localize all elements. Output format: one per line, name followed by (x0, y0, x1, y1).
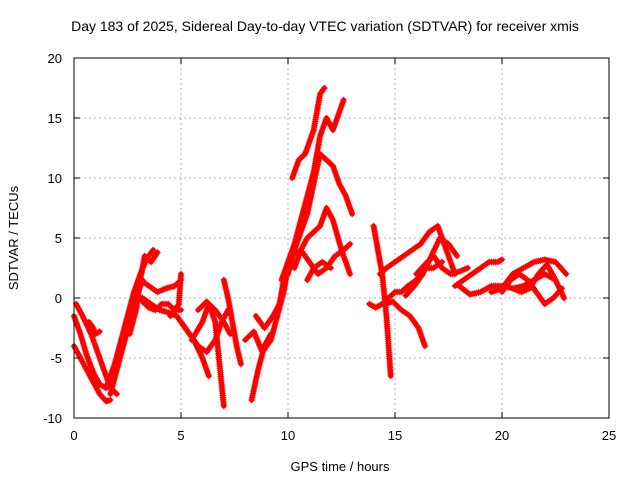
series-markers (381, 298, 429, 350)
series-arc-27 (381, 298, 429, 350)
series-markers (188, 300, 227, 410)
y-tick-label: 5 (55, 231, 62, 246)
data-series (70, 84, 570, 410)
y-tick-label: 10 (48, 171, 62, 186)
x-axis-label: GPS time / hours (291, 459, 390, 474)
series-arc-18 (252, 276, 287, 332)
y-tick-label: -5 (50, 351, 62, 366)
series-arc-23 (289, 240, 354, 278)
series-arc-25 (366, 258, 446, 311)
series-markers (194, 298, 234, 338)
series-markers (220, 276, 245, 368)
series-markers (366, 258, 446, 311)
series-arc-31 (451, 256, 506, 290)
series-markers (451, 256, 506, 290)
series-arc-15 (220, 276, 245, 368)
y-tick-label: 15 (48, 111, 62, 126)
x-tick-label: 15 (388, 428, 402, 443)
x-tick-label: 25 (602, 428, 616, 443)
series-arc-11 (167, 270, 185, 320)
series-markers (304, 258, 334, 284)
series-markers (402, 234, 461, 299)
series-arc-4 (85, 318, 103, 338)
chart-title: Day 183 of 2025, Sidereal Day-to-day VTE… (71, 18, 579, 34)
series-arc-20 (284, 150, 356, 278)
x-tick-label: 20 (495, 428, 509, 443)
series-arc-30 (402, 234, 461, 299)
x-tick-label: 5 (177, 428, 184, 443)
y-axis-label: SDTVAR / TECUs (6, 185, 21, 290)
series-markers (509, 261, 568, 302)
grid-lines (74, 58, 609, 418)
series-markers (289, 84, 328, 182)
y-tick-label: 20 (48, 51, 62, 66)
series-markers (167, 270, 185, 320)
y-tick-label: -10 (43, 411, 62, 426)
series-markers (252, 276, 287, 332)
axis-ticks: 0 5 10 15 20 25 -10 -5 0 5 10 15 20 (43, 51, 616, 443)
series-arc-8 (137, 276, 185, 296)
series-arc-2 (70, 342, 114, 405)
series-arc-14 (194, 298, 234, 338)
series-arc-13 (188, 300, 227, 410)
series-arc-35 (509, 261, 568, 302)
x-tick-label: 0 (70, 428, 77, 443)
series-arc-24 (304, 258, 334, 284)
series-markers (289, 240, 354, 278)
series-markers (376, 222, 459, 278)
series-markers (137, 276, 185, 296)
x-tick-label: 10 (281, 428, 295, 443)
series-markers (85, 318, 103, 338)
series-arc-21 (289, 84, 328, 182)
y-tick-label: 0 (55, 291, 62, 306)
